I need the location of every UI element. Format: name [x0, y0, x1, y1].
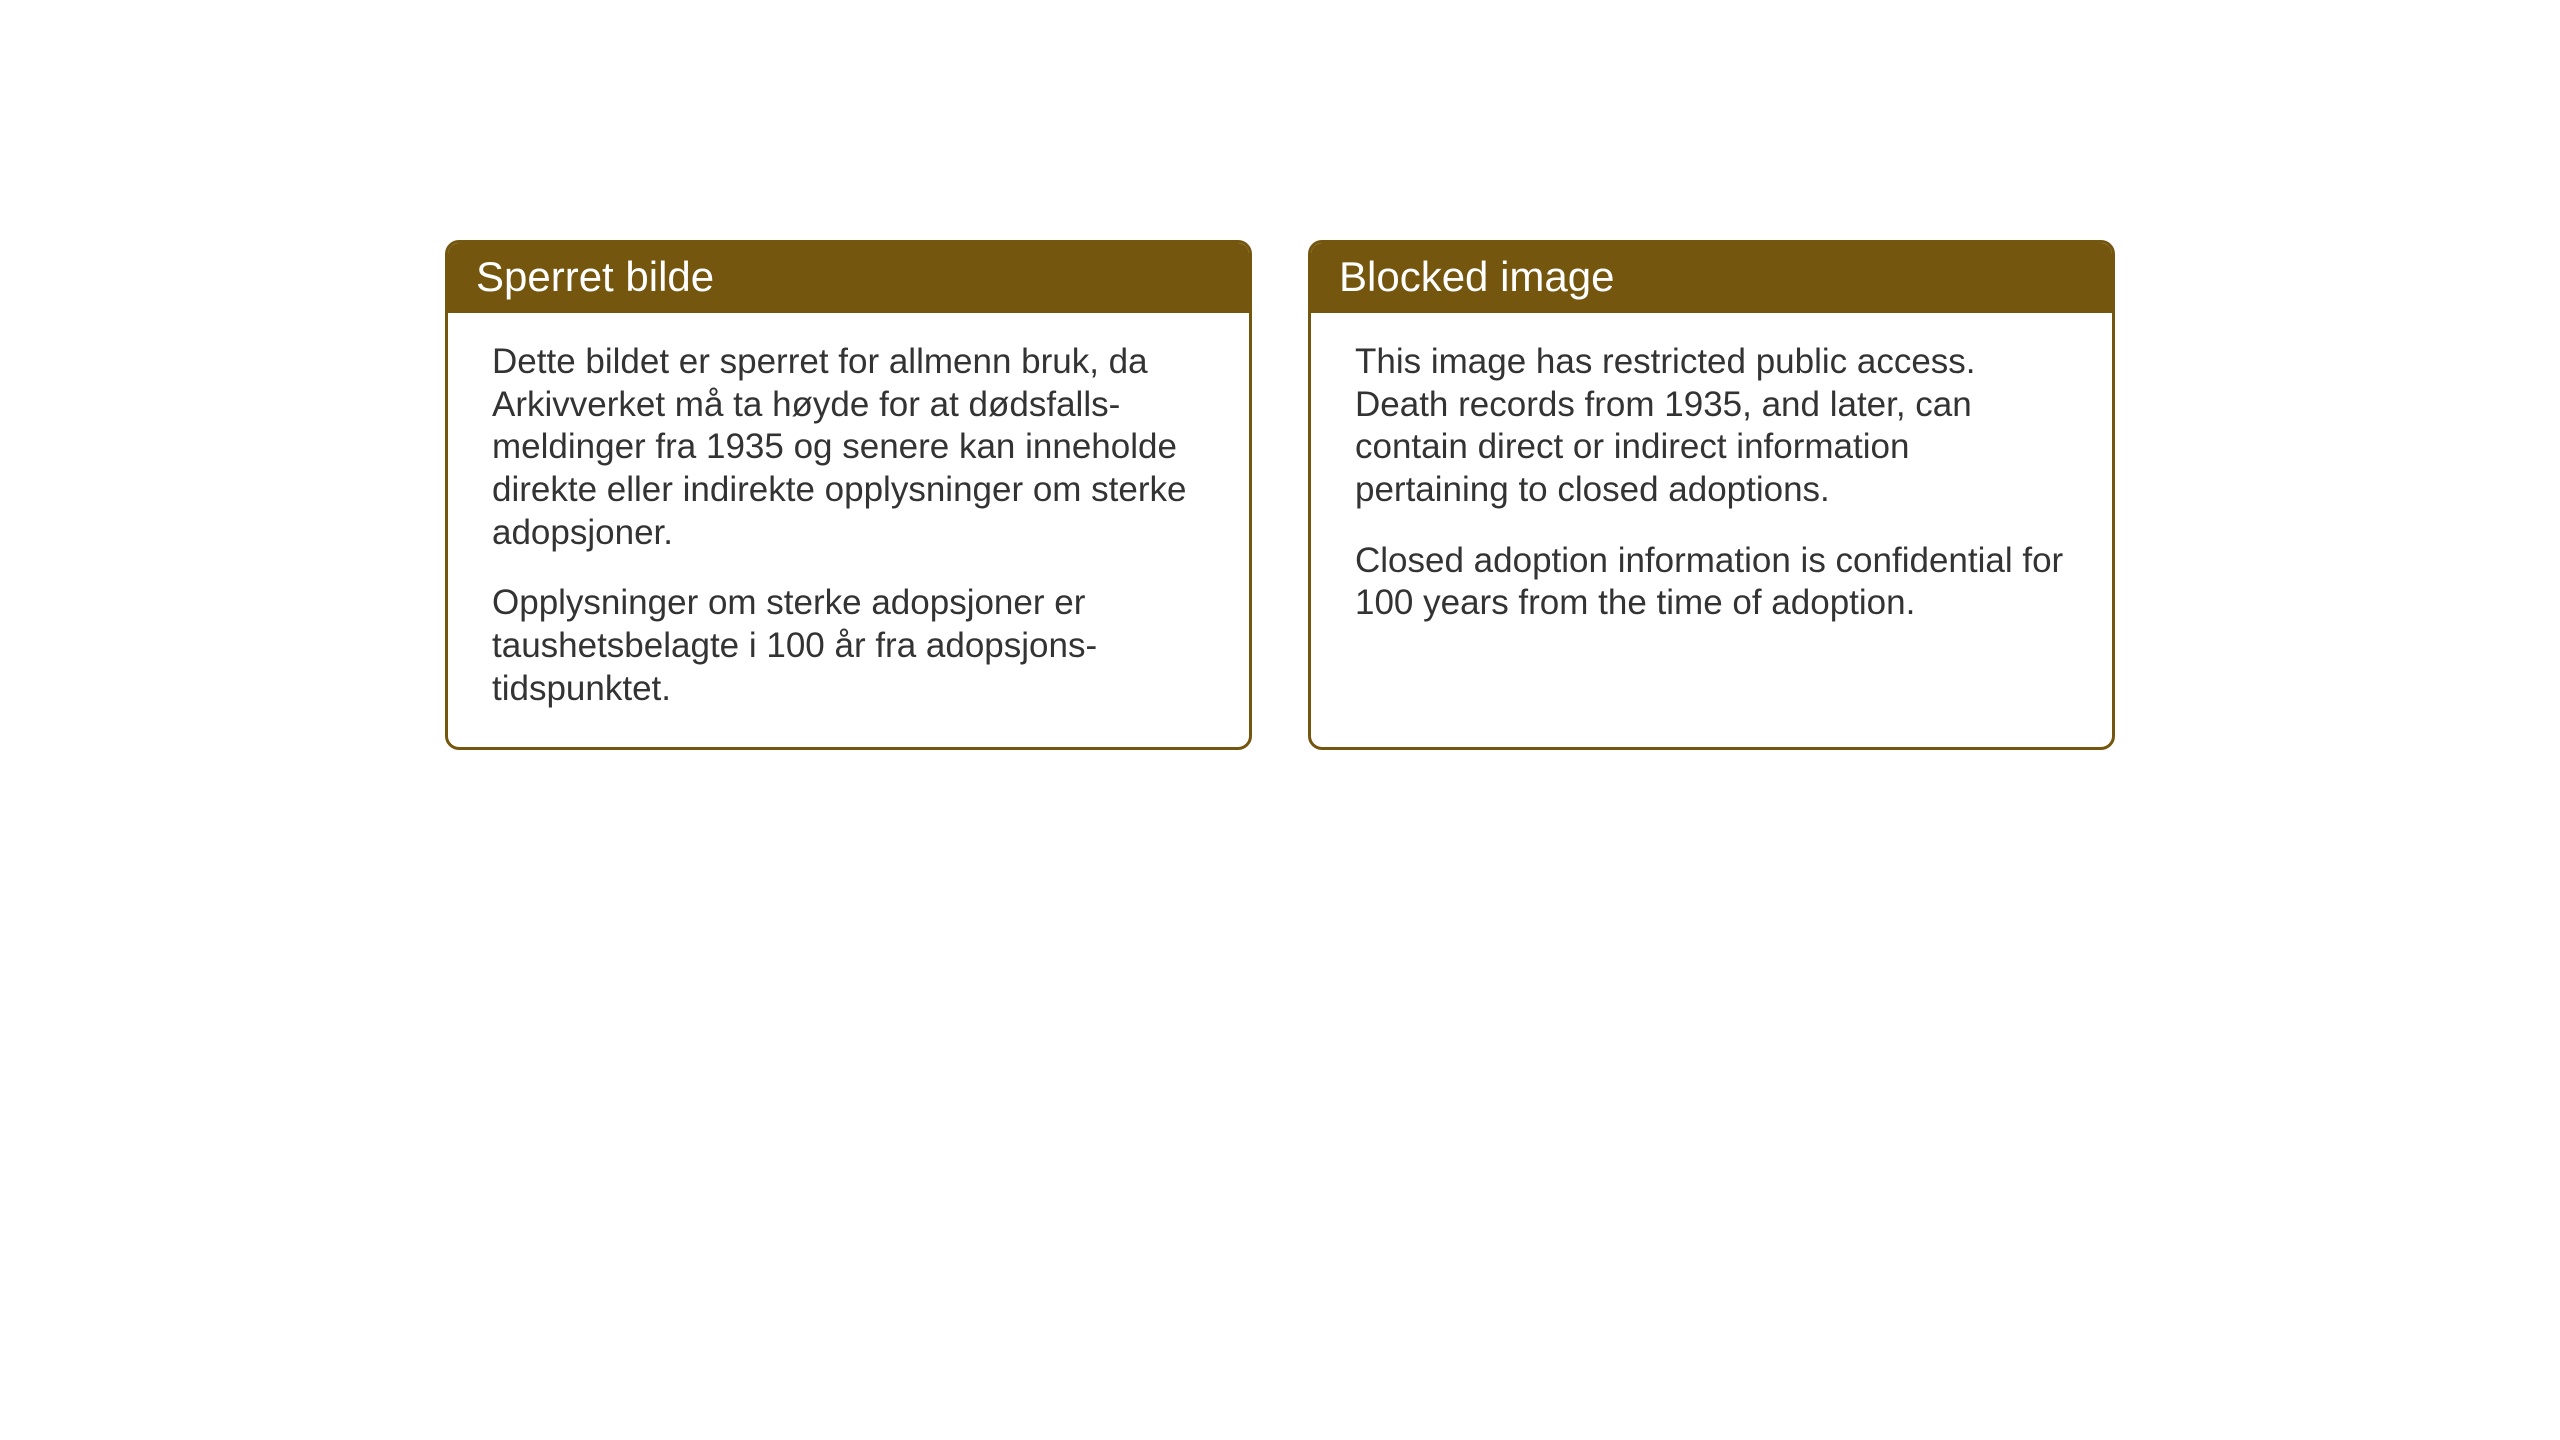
english-notice-body: This image has restricted public access.…	[1311, 313, 2112, 657]
norwegian-notice-body: Dette bildet er sperret for allmenn bruk…	[448, 313, 1249, 743]
norwegian-notice-header: Sperret bilde	[448, 243, 1249, 313]
english-notice-header: Blocked image	[1311, 243, 2112, 313]
notice-container: Sperret bilde Dette bildet er sperret fo…	[445, 240, 2115, 750]
english-notice-paragraph-2: Closed adoption information is confident…	[1355, 540, 2068, 625]
english-notice-card: Blocked image This image has restricted …	[1308, 240, 2115, 750]
norwegian-notice-title: Sperret bilde	[476, 253, 714, 300]
norwegian-notice-paragraph-1: Dette bildet er sperret for allmenn bruk…	[492, 341, 1205, 554]
english-notice-paragraph-1: This image has restricted public access.…	[1355, 341, 2068, 512]
english-notice-title: Blocked image	[1339, 253, 1614, 300]
norwegian-notice-card: Sperret bilde Dette bildet er sperret fo…	[445, 240, 1252, 750]
norwegian-notice-paragraph-2: Opplysninger om sterke adopsjoner er tau…	[492, 582, 1205, 710]
